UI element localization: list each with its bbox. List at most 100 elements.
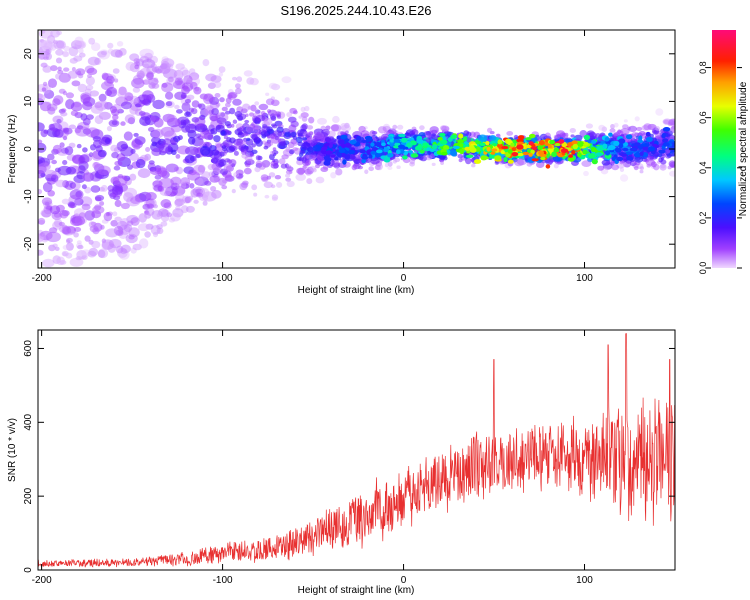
heatmap-cell bbox=[44, 89, 55, 99]
heatmap-cell bbox=[135, 158, 146, 169]
heatmap-cell bbox=[284, 131, 292, 137]
heatmap-cell bbox=[270, 150, 275, 155]
heatmap-cell bbox=[144, 153, 151, 161]
heatmap-cell bbox=[195, 153, 201, 159]
x-tick-label: -100 bbox=[213, 575, 233, 586]
heatmap-cell bbox=[160, 199, 172, 208]
heatmap-cell bbox=[202, 59, 210, 67]
heatmap-cell bbox=[38, 122, 45, 132]
heatmap-cell bbox=[93, 161, 100, 168]
heatmap-cell bbox=[56, 256, 65, 266]
heatmap-cell bbox=[85, 114, 94, 120]
heatmap-cell bbox=[117, 89, 129, 99]
heatmap-cell bbox=[56, 40, 65, 49]
heatmap-cell bbox=[345, 130, 349, 134]
heatmap-cell bbox=[272, 147, 277, 152]
heatmap-cell bbox=[153, 117, 164, 128]
heatmap-cell bbox=[246, 137, 251, 142]
heatmap-cell bbox=[99, 201, 105, 206]
heatmap-cell bbox=[517, 135, 525, 140]
heatmap-cell bbox=[239, 126, 246, 132]
heatmap-cell bbox=[135, 197, 141, 202]
heatmap-cell bbox=[485, 141, 490, 146]
heatmap-cell bbox=[271, 194, 279, 200]
heatmap-cell bbox=[138, 213, 147, 223]
heatmap-cell bbox=[82, 118, 91, 126]
heatmap-cell bbox=[89, 225, 99, 233]
heatmap-cell bbox=[412, 129, 417, 133]
heatmap-cell bbox=[645, 131, 651, 137]
x-tick-label: 0 bbox=[401, 575, 407, 586]
heatmap-cell bbox=[184, 99, 191, 104]
heatmap-cell bbox=[501, 145, 509, 150]
heatmap-cell bbox=[40, 209, 51, 218]
snr-frame bbox=[37, 329, 676, 571]
heatmap-cell bbox=[193, 199, 199, 204]
colorbar-tick-label: 0.4 bbox=[698, 162, 708, 175]
heatmap-cell bbox=[297, 167, 305, 176]
heatmap-cell bbox=[497, 143, 503, 149]
heatmap-cell bbox=[55, 57, 63, 64]
heatmap-cell bbox=[285, 173, 291, 178]
heatmap-cell bbox=[244, 155, 253, 162]
heatmap-cell bbox=[98, 93, 107, 102]
heatmap-cell bbox=[655, 126, 660, 132]
heatmap-cell bbox=[71, 181, 81, 190]
heatmap-cell bbox=[41, 197, 53, 206]
y-tick-label: 200 bbox=[23, 487, 34, 504]
heatmap-cell bbox=[666, 153, 673, 158]
heatmap-cell bbox=[152, 231, 159, 238]
heatmap-cell bbox=[55, 179, 67, 188]
heatmap-cell bbox=[613, 140, 620, 146]
heatmap-cell bbox=[132, 243, 142, 251]
heatmap-cell bbox=[181, 69, 191, 78]
heatmap-cell bbox=[622, 147, 629, 152]
heatmap-cell bbox=[402, 155, 408, 160]
heatmap-cell bbox=[340, 131, 346, 136]
heatmap-cell bbox=[52, 243, 58, 248]
heatmap-cell bbox=[611, 164, 619, 171]
heatmap-cell bbox=[179, 67, 189, 76]
heatmap-cell bbox=[376, 149, 383, 154]
heatmap-cell bbox=[268, 82, 278, 90]
heatmap-cell bbox=[210, 186, 217, 192]
heatmap-cell bbox=[49, 227, 58, 234]
heatmap-cell bbox=[623, 160, 632, 168]
heatmap-cell bbox=[59, 142, 65, 148]
heatmap-cell bbox=[151, 148, 162, 156]
heatmap-cell bbox=[393, 138, 401, 143]
heatmap-cell bbox=[188, 195, 194, 201]
heatmap-cell bbox=[330, 172, 337, 179]
heatmap-cell bbox=[266, 126, 273, 132]
heatmap-cell bbox=[471, 163, 476, 168]
heatmap-cell bbox=[618, 138, 626, 144]
heatmap-cell bbox=[281, 76, 292, 84]
heatmap-cell bbox=[62, 51, 70, 57]
heatmap-cell bbox=[197, 103, 202, 108]
heatmap-cell bbox=[120, 121, 126, 126]
heatmap-cell bbox=[224, 110, 231, 115]
heatmap-cell bbox=[130, 247, 137, 254]
heatmap-cell bbox=[422, 142, 430, 147]
heatmap-cell bbox=[48, 78, 57, 88]
heatmap-cell bbox=[490, 151, 495, 155]
heatmap-cell bbox=[184, 111, 192, 118]
heatmap-cell bbox=[223, 135, 228, 140]
heatmap-cell bbox=[305, 169, 312, 176]
heatmap-cell bbox=[232, 119, 238, 124]
heatmap-cell bbox=[516, 138, 524, 143]
heatmap-cell bbox=[286, 180, 295, 188]
heatmap-cell bbox=[106, 86, 118, 98]
heatmap-cell bbox=[97, 149, 107, 158]
heatmap-cell bbox=[225, 102, 231, 108]
heatmap-cell bbox=[195, 133, 202, 138]
heatmap-cell bbox=[145, 147, 151, 152]
heatmap-cell bbox=[602, 143, 608, 149]
x-tick-label: -200 bbox=[32, 273, 52, 284]
heatmap-cell bbox=[302, 165, 307, 170]
heatmap-cell bbox=[510, 142, 515, 147]
heatmap-cell bbox=[161, 82, 174, 93]
heatmap-cell bbox=[134, 64, 139, 70]
heatmap-cell bbox=[667, 165, 672, 170]
